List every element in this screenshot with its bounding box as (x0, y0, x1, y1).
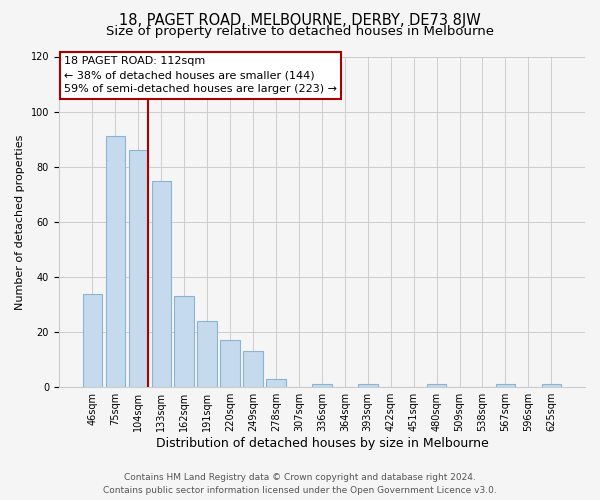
Bar (197, 321, 217, 387)
X-axis label: Distribution of detached houses by size in Melbourne: Distribution of detached houses by size … (155, 437, 488, 450)
Bar (496, 384, 515, 387)
Bar (152, 180, 171, 387)
Bar (266, 379, 286, 387)
Text: 18 PAGET ROAD: 112sqm
← 38% of detached houses are smaller (144)
59% of semi-det: 18 PAGET ROAD: 112sqm ← 38% of detached … (64, 56, 337, 94)
Bar (358, 384, 377, 387)
Bar (175, 296, 194, 387)
Bar (542, 384, 561, 387)
Y-axis label: Number of detached properties: Number of detached properties (15, 134, 25, 310)
Bar (220, 340, 240, 387)
Bar (128, 150, 148, 387)
Bar (83, 294, 102, 387)
Text: Contains HM Land Registry data © Crown copyright and database right 2024.
Contai: Contains HM Land Registry data © Crown c… (103, 473, 497, 495)
Bar (244, 352, 263, 387)
Text: Size of property relative to detached houses in Melbourne: Size of property relative to detached ho… (106, 25, 494, 38)
Bar (312, 384, 332, 387)
Text: 18, PAGET ROAD, MELBOURNE, DERBY, DE73 8JW: 18, PAGET ROAD, MELBOURNE, DERBY, DE73 8… (119, 12, 481, 28)
Bar (427, 384, 446, 387)
Bar (106, 136, 125, 387)
